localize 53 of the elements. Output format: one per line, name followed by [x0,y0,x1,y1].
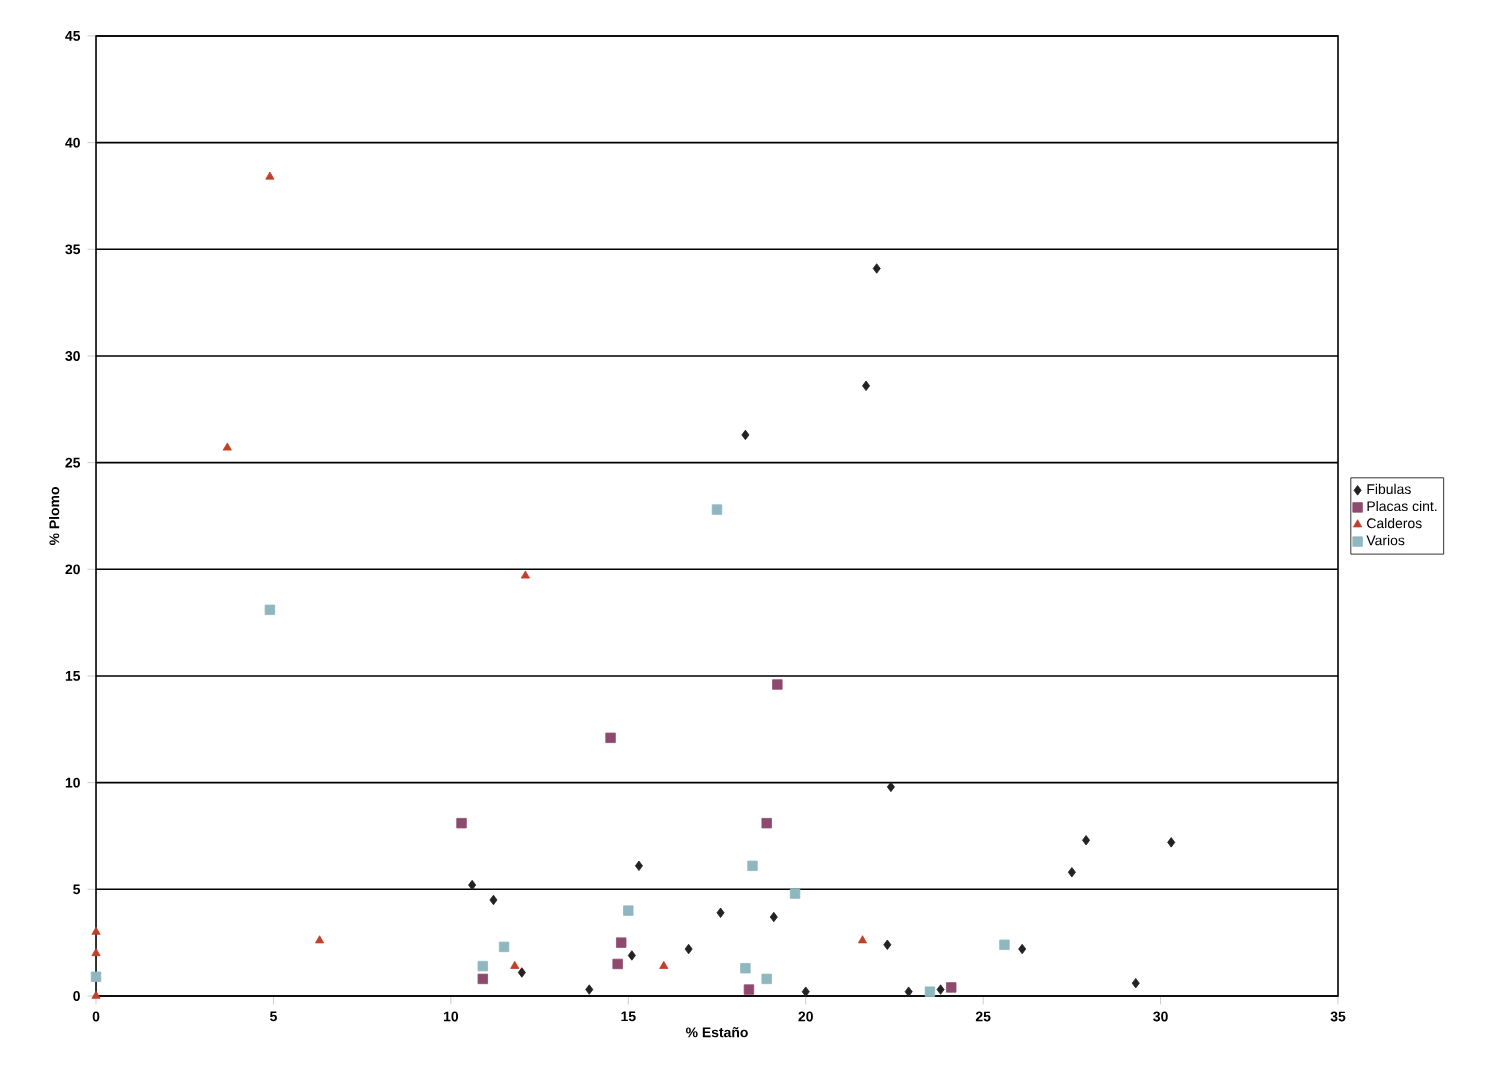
point [716,907,725,918]
point [1018,943,1027,955]
point [468,879,477,891]
point [761,817,772,829]
point [872,263,881,274]
point [91,948,101,957]
point [498,941,510,953]
point [886,781,895,793]
point [1131,977,1140,989]
point [1082,835,1091,846]
point [605,732,616,744]
point [90,971,102,982]
point [741,429,750,441]
point [801,986,810,997]
point [623,905,634,916]
point [740,963,751,974]
point [659,960,669,969]
point [999,939,1010,950]
point [769,911,778,923]
point [761,973,772,985]
point [264,604,276,616]
point [91,990,101,999]
point [477,960,488,972]
point [1167,837,1176,848]
point [904,986,913,997]
point [857,935,868,944]
point [634,860,643,872]
point [862,380,871,392]
point [711,504,723,515]
point [946,982,957,993]
point [222,442,232,451]
point [747,860,758,872]
point [585,984,594,995]
point [936,984,945,995]
point [883,939,892,950]
point [456,817,467,829]
point [924,986,936,997]
point [91,926,101,935]
point [684,943,693,955]
point [612,958,623,970]
point [315,935,325,944]
point [265,171,275,180]
point [789,888,801,899]
point [1067,867,1076,878]
point [510,960,520,969]
point [743,984,755,995]
point [616,937,627,948]
point [489,894,498,906]
point [772,679,783,690]
point [517,967,526,978]
point [477,973,488,985]
point [520,570,530,579]
point [627,950,636,961]
